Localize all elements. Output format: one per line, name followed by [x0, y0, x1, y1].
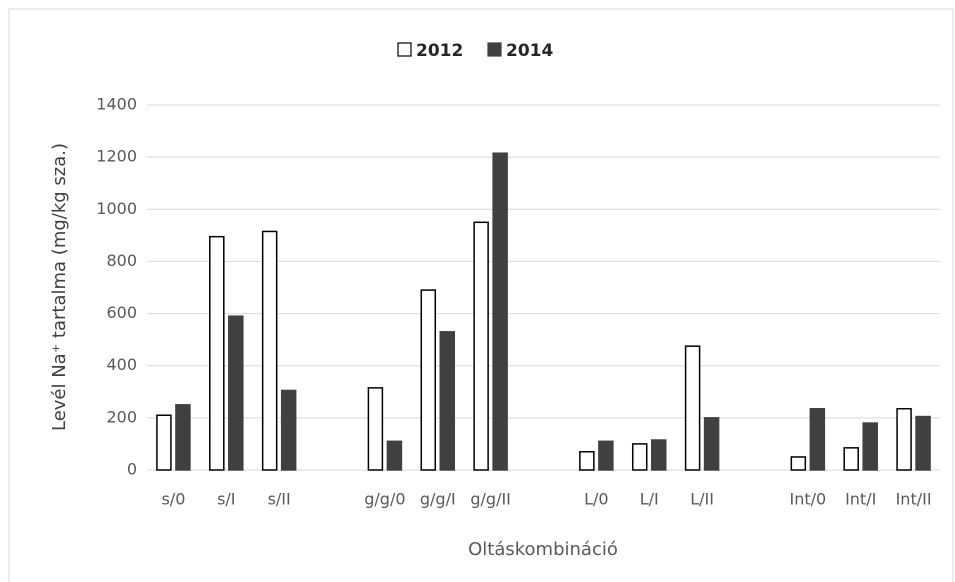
- x-tick-label: L/0: [584, 490, 608, 509]
- y-tick-label: 400: [106, 355, 137, 374]
- bar: [896, 407, 912, 471]
- y-tick-label: 1400: [96, 95, 137, 114]
- x-tick-label: L/I: [640, 490, 659, 509]
- y-tick-label: 600: [106, 303, 137, 322]
- bar: [156, 414, 172, 471]
- bar: [862, 422, 878, 471]
- y-axis-label: Levél Na⁺ tartalma (mg/kg sza.): [49, 143, 70, 431]
- x-tick-label: Int/II: [896, 490, 932, 509]
- bar: [473, 221, 489, 471]
- x-tick-label: g/g/I: [420, 490, 456, 509]
- x-axis-label: Oltáskombináció: [468, 539, 618, 560]
- bar: [439, 331, 456, 471]
- bar: [631, 443, 648, 471]
- legend-swatch: [487, 42, 502, 57]
- x-tick-label: g/g/0: [364, 490, 405, 509]
- bar: [684, 345, 701, 471]
- legend-label: 2014: [506, 41, 553, 61]
- x-tick-label: s/II: [268, 490, 291, 509]
- y-tick-label: 1000: [96, 199, 137, 218]
- bar: [367, 387, 384, 471]
- bar: [809, 407, 826, 471]
- legend-label: 2012: [416, 41, 463, 61]
- bar: [228, 315, 244, 471]
- bar: [790, 456, 807, 471]
- bar: [598, 440, 614, 471]
- y-tick-label: 800: [106, 251, 137, 270]
- x-tick-label: Int/I: [845, 490, 876, 509]
- bar: [280, 389, 297, 471]
- y-tick-label: 0: [127, 460, 137, 479]
- bar: [420, 289, 437, 471]
- x-tick-label: Int/0: [789, 490, 826, 509]
- bar: [261, 230, 278, 471]
- bar: [386, 440, 403, 471]
- x-tick-label: s/0: [161, 490, 185, 509]
- bar: [175, 404, 191, 471]
- bar: [650, 439, 667, 471]
- y-tick-label: 1200: [96, 147, 137, 166]
- legend-swatch: [397, 42, 412, 57]
- y-tick-label: 200: [106, 407, 137, 426]
- x-tick-label: g/g/II: [470, 490, 511, 509]
- x-tick-label: L/II: [690, 490, 714, 509]
- bar: [579, 451, 595, 471]
- bar: [915, 415, 931, 471]
- bar: [703, 417, 720, 471]
- bar: [492, 152, 508, 471]
- x-tick-label: s/I: [217, 490, 235, 509]
- bar: [843, 447, 859, 471]
- bar: [209, 235, 225, 471]
